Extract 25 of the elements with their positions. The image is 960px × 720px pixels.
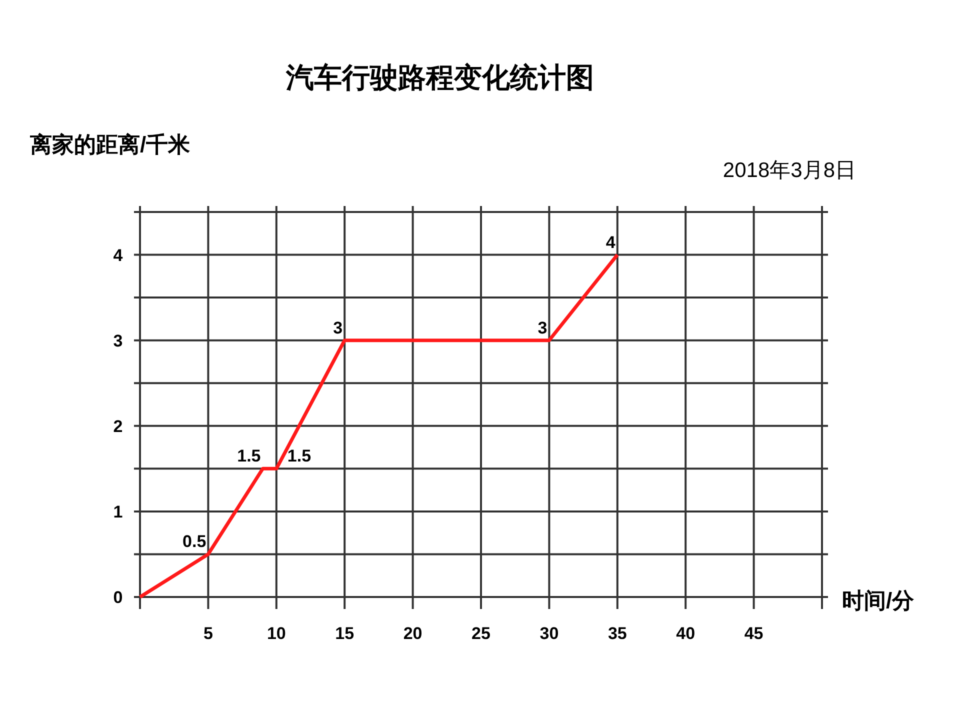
x-tick-label: 40 [676, 624, 696, 643]
y-axis-title: 离家的距离/千米 [29, 132, 192, 157]
x-axis-title: 时间/分 [842, 588, 916, 613]
x-tick-label: 5 [203, 624, 213, 643]
y-tick-label: 4 [113, 246, 124, 265]
y-tick-label: 3 [113, 331, 123, 350]
x-tick-label: 20 [403, 624, 422, 643]
data-label: 3 [333, 318, 343, 338]
data-label: 4 [606, 232, 616, 252]
line-series [138, 253, 620, 599]
x-tick-label: 30 [540, 624, 559, 643]
x-tick-label: 35 [608, 624, 627, 643]
x-tick-label: 45 [744, 624, 764, 643]
y-tick-label: 1 [113, 502, 123, 522]
data-label: 3 [538, 318, 548, 338]
y-tick-label: 0 [113, 588, 123, 607]
x-tick-label: 10 [266, 624, 286, 643]
data-label: 1.5 [287, 446, 312, 466]
x-tick-label: 15 [335, 624, 354, 643]
text: 2018年3月8日 [722, 159, 856, 182]
data-label: 0.5 [182, 532, 206, 552]
data-label: 1.5 [237, 446, 261, 466]
y-tick-label: 2 [113, 416, 123, 436]
x-tick-label: 25 [472, 624, 490, 643]
chart-title: 汽车行驶路程变化统计图 [285, 62, 594, 93]
